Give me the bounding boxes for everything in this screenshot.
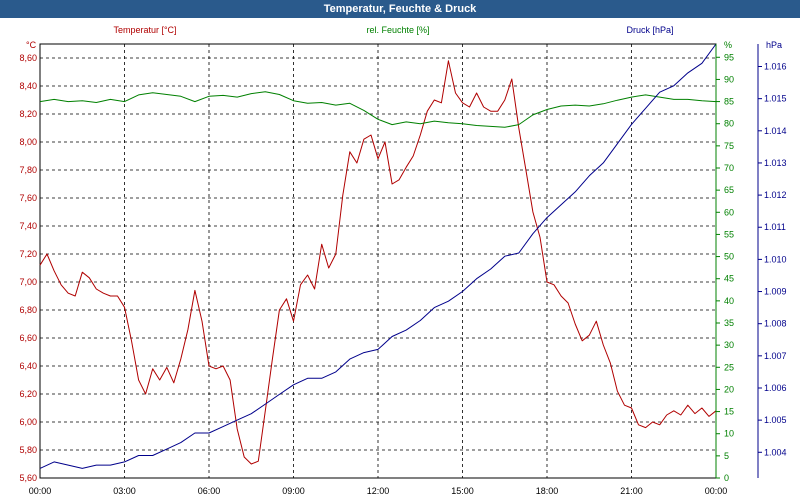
x-tick-time: 21:00	[620, 486, 643, 496]
temperature-tick-label: 8,60	[19, 53, 37, 63]
humidity-tick-label: 60	[724, 207, 734, 217]
pressure-tick-label: 1.015	[764, 94, 787, 104]
temperature-tick-label: 5,80	[19, 445, 37, 455]
temperature-tick-label: 7,40	[19, 221, 37, 231]
pressure-tick-label: 1.008	[764, 319, 787, 329]
humidity-series-label: rel. Feuchte [%]	[366, 25, 429, 35]
humidity-tick-label: 0	[724, 473, 729, 483]
pressure-tick-label: 1.010	[764, 254, 787, 264]
humidity-axis: 0 5 10 15 20 25 30 35 40 45 50 55 60 65 70 75 80 85 90 95	[715, 44, 734, 483]
humidity-tick-label: 85	[724, 97, 734, 107]
pressure-tick-label: 1.011	[764, 222, 786, 232]
x-tick-time: 12:00	[367, 486, 390, 496]
humidity-unit-label: %	[724, 40, 732, 50]
x-tick-time: 15:00	[451, 486, 474, 496]
temperature-tick-label: 7,20	[19, 249, 37, 259]
temperature-tick-label: 7,00	[19, 277, 37, 287]
humidity-tick-label: 35	[724, 318, 734, 328]
humidity-tick-label: 65	[724, 185, 734, 195]
temperature-tick-label: 5,60	[19, 473, 37, 483]
temperature-axis: 5,60 5,80 6,00 6,20 6,40 6,60 6,80 7,00 7,20 7,40…	[19, 53, 37, 483]
humidity-tick-label: 80	[724, 119, 734, 129]
pressure-tick-label: 1.009	[764, 287, 787, 297]
chart-svg: 5,60 5,80 6,00 6,20 6,40 6,60 6,80 7,00 7,20 7,40…	[19, 25, 787, 496]
pressure-tick-label: 1.012	[764, 190, 787, 200]
pressure-line	[39, 43, 717, 469]
pressure-tick-label: 1.004	[764, 447, 787, 457]
humidity-tick-label: 50	[724, 252, 734, 262]
temperature-tick-label: 8,00	[19, 137, 37, 147]
pressure-tick-label: 1.007	[764, 351, 787, 361]
pressure-tick-label: 1.005	[764, 415, 787, 425]
humidity-tick-label: 5	[724, 451, 729, 461]
temperature-tick-label: 6,00	[19, 417, 37, 427]
x-tick-time: 06:00	[198, 486, 221, 496]
humidity-tick-label: 30	[724, 340, 734, 350]
x-tick-time: 00:00	[29, 486, 52, 496]
pressure-axis: 1.004 1.005 1.006 1.007 1.008 1.009 1.010 1.011…	[757, 44, 787, 478]
pressure-tick-label: 1.016	[764, 62, 787, 72]
x-tick-time: 09:00	[282, 486, 305, 496]
gridlines	[40, 44, 716, 479]
humidity-tick-label: 90	[724, 74, 734, 84]
humidity-line	[39, 91, 717, 128]
pressure-series-label: Druck [hPa]	[626, 25, 673, 35]
temperature-tick-label: 7,60	[19, 193, 37, 203]
temperature-tick-label: 6,80	[19, 305, 37, 315]
temperature-tick-label: 6,60	[19, 333, 37, 343]
temperature-series-label: Temperatur [°C]	[113, 25, 176, 35]
temperature-tick-label: 8,40	[19, 81, 37, 91]
temperature-tick-label: 6,40	[19, 361, 37, 371]
pressure-tick-label: 1.014	[764, 126, 787, 136]
humidity-tick-label: 95	[724, 52, 734, 62]
axis-headers: Temperatur [°C] rel. Feuchte [%] Druck […	[26, 25, 782, 50]
humidity-tick-label: 75	[724, 141, 734, 151]
x-axis: 00:0026.01.1803:0026.01.1806:0026.01.180…	[29, 486, 728, 496]
temperature-tick-label: 8,20	[19, 109, 37, 119]
temperature-tick-label: 7,80	[19, 165, 37, 175]
pressure-unit-label: hPa	[766, 40, 782, 50]
x-tick-time: 03:00	[113, 486, 136, 496]
humidity-tick-label: 25	[724, 362, 734, 372]
humidity-tick-label: 10	[724, 429, 734, 439]
humidity-tick-label: 45	[724, 274, 734, 284]
series-layer	[39, 43, 717, 469]
temperature-tick-label: 6,20	[19, 389, 37, 399]
x-tick-time: 00:00	[705, 486, 728, 496]
humidity-tick-label: 70	[724, 163, 734, 173]
temperature-unit-label: °C	[26, 40, 37, 50]
humidity-tick-label: 20	[724, 384, 734, 394]
humidity-tick-label: 40	[724, 296, 734, 306]
temperature-line	[39, 60, 717, 465]
x-tick-time: 18:00	[536, 486, 559, 496]
chart-title: Temperatur, Feuchte & Druck	[0, 0, 800, 18]
pressure-tick-label: 1.006	[764, 383, 787, 393]
humidity-tick-label: 55	[724, 229, 734, 239]
humidity-tick-label: 15	[724, 407, 734, 417]
pressure-tick-label: 1.013	[764, 158, 787, 168]
